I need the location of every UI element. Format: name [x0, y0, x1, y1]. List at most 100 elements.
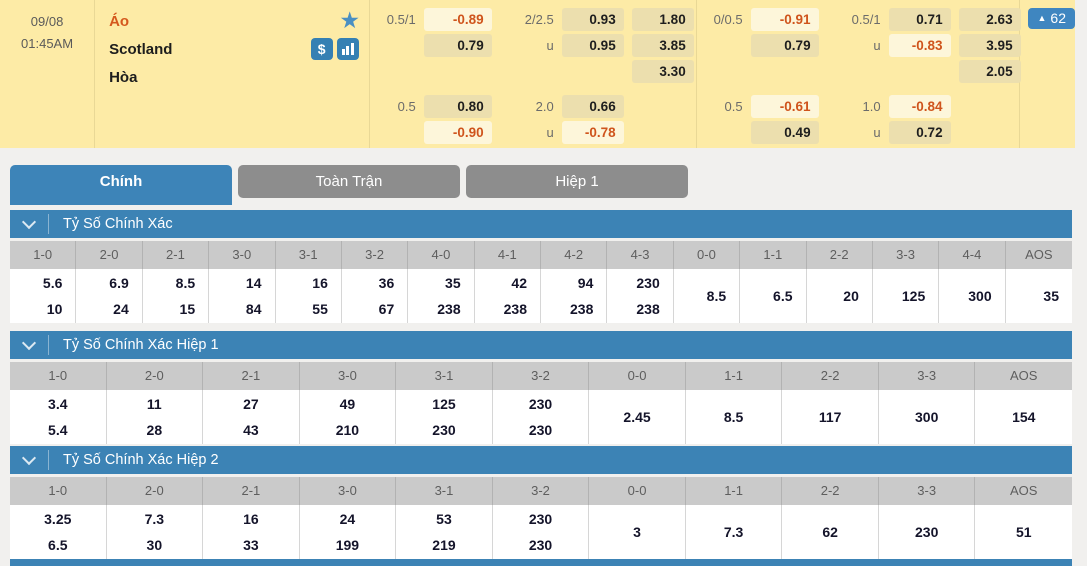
odds-value[interactable]: 125 [901, 288, 926, 304]
odds-value-away[interactable]: 24 [113, 301, 129, 317]
score-odds-cell[interactable]: 53 219 [396, 505, 493, 559]
odds-value-home[interactable]: 230 [636, 275, 660, 291]
home-win-odds[interactable]: 1.80 [631, 8, 694, 31]
score-odds-cell[interactable]: 3.4 5.4 [10, 390, 107, 444]
odds-value-home[interactable]: 8.5 [175, 275, 196, 291]
score-odds-cell[interactable]: 42 238 [474, 269, 541, 323]
score-odds-cell[interactable]: 6.5 [740, 269, 807, 323]
score-odds-cell[interactable]: 62 [782, 505, 879, 559]
odds-value-home[interactable]: 11 [146, 396, 162, 412]
section-header[interactable]: Tỷ Số Chính Xác Hiệp 1 [10, 331, 1072, 359]
score-odds-cell[interactable]: 300 [939, 269, 1006, 323]
odds-value-home[interactable]: 230 [528, 396, 553, 412]
score-odds-cell[interactable]: 117 [782, 390, 879, 444]
away-win-odds[interactable]: 3.85 [631, 34, 694, 57]
draw-odds[interactable]: 3.30 [631, 60, 694, 83]
score-odds-cell[interactable]: 24 199 [299, 505, 397, 559]
hdp-away-odds-2[interactable]: 0.49 [750, 121, 819, 144]
home-win-odds[interactable]: 2.63 [958, 8, 1021, 31]
over-odds[interactable]: 0.71 [888, 8, 951, 31]
under-odds[interactable]: 0.95 [561, 34, 624, 57]
tab-main[interactable]: Chính [10, 165, 232, 205]
hdp-home-odds-2[interactable]: 0.80 [423, 95, 492, 118]
odds-value[interactable]: 51 [1015, 524, 1032, 540]
score-odds-cell[interactable]: 300 [878, 390, 976, 444]
odds-value-away[interactable]: 15 [179, 301, 196, 317]
score-odds-cell[interactable]: 27 43 [203, 390, 300, 444]
odds-value-away[interactable]: 199 [335, 537, 360, 553]
score-odds-cell[interactable]: 125 [872, 269, 940, 323]
score-odds-cell[interactable]: 3.25 6.5 [10, 505, 107, 559]
odds-value-home[interactable]: 125 [432, 396, 456, 412]
odds-value-away[interactable]: 55 [312, 301, 328, 317]
odds-value-home[interactable]: 3.4 [48, 396, 68, 412]
score-odds-cell[interactable]: 230 238 [607, 269, 674, 323]
score-odds-cell[interactable]: 6.9 24 [76, 269, 143, 323]
over-odds-2[interactable]: 0.66 [561, 95, 624, 118]
score-odds-cell[interactable]: 154 [975, 390, 1073, 444]
hdp-home-odds[interactable]: -0.89 [423, 8, 492, 31]
odds-value-home[interactable]: 42 [511, 275, 527, 291]
draw-odds[interactable]: 2.05 [958, 60, 1021, 83]
odds-value[interactable]: 2.45 [623, 409, 651, 425]
odds-value-away[interactable]: 219 [432, 537, 456, 553]
over-odds-2[interactable]: -0.84 [888, 95, 951, 118]
odds-value[interactable]: 35 [1043, 288, 1059, 304]
tab-full-match[interactable]: Toàn Trận [238, 165, 460, 198]
odds-value[interactable]: 8.5 [706, 288, 727, 304]
odds-value-home[interactable]: 14 [245, 275, 262, 291]
tab-half-1[interactable]: Hiệp 1 [466, 165, 688, 198]
odds-value-away[interactable]: 30 [146, 537, 163, 553]
odds-value[interactable]: 62 [822, 524, 838, 540]
odds-value-home[interactable]: 49 [339, 396, 356, 412]
score-odds-cell[interactable]: 8.5 15 [142, 269, 210, 323]
hdp-home-odds[interactable]: -0.91 [750, 8, 819, 31]
score-odds-cell[interactable]: 20 [806, 269, 873, 323]
score-odds-cell[interactable]: 51 [975, 505, 1073, 559]
score-odds-cell[interactable]: 35 [1005, 269, 1072, 323]
odds-value-home[interactable]: 16 [312, 275, 328, 291]
money-icon[interactable]: $ [310, 38, 333, 60]
section-header[interactable]: Tỷ Số Chính Xác Hiệp 2 [10, 446, 1072, 474]
score-odds-cell[interactable]: 7.3 [685, 505, 783, 559]
favorite-star-icon[interactable]: ★ [340, 10, 359, 32]
odds-value-away[interactable]: 6.5 [48, 537, 68, 553]
odds-value[interactable]: 3 [633, 524, 641, 540]
score-odds-cell[interactable]: 7.3 30 [106, 505, 204, 559]
odds-value[interactable]: 154 [1012, 409, 1036, 425]
odds-value-away[interactable]: 43 [243, 422, 259, 438]
hdp-away-odds[interactable]: 0.79 [423, 34, 492, 57]
odds-value-away[interactable]: 210 [335, 422, 360, 438]
odds-value-home[interactable]: 36 [378, 275, 395, 291]
score-odds-cell[interactable]: 36 67 [341, 269, 409, 323]
under-odds-2[interactable]: 0.72 [888, 121, 951, 144]
score-odds-cell[interactable]: 125 230 [396, 390, 493, 444]
odds-value[interactable]: 300 [968, 288, 992, 304]
odds-value-away[interactable]: 67 [378, 301, 395, 317]
odds-value-away[interactable]: 238 [636, 301, 660, 317]
under-odds-2[interactable]: -0.78 [561, 121, 624, 144]
hdp-away-odds[interactable]: 0.79 [750, 34, 819, 57]
odds-value-home[interactable]: 5.6 [42, 275, 63, 291]
stats-bars-icon[interactable] [336, 38, 359, 60]
odds-value-home[interactable]: 94 [577, 275, 594, 291]
odds-value-home[interactable]: 230 [528, 511, 553, 527]
score-odds-cell[interactable]: 8.5 [673, 269, 741, 323]
odds-value[interactable]: 8.5 [723, 409, 744, 425]
score-odds-cell[interactable]: 230 230 [492, 505, 590, 559]
odds-value-away[interactable]: 33 [243, 537, 259, 553]
section-header[interactable]: Tỷ Số Chính Xác [10, 210, 1072, 238]
odds-value[interactable]: 7.3 [723, 524, 744, 540]
odds-value-home[interactable]: 53 [436, 511, 452, 527]
score-odds-cell[interactable]: 2.45 [589, 390, 686, 444]
odds-value-away[interactable]: 238 [503, 301, 527, 317]
score-odds-cell[interactable]: 49 210 [299, 390, 397, 444]
hdp-home-odds-2[interactable]: -0.61 [750, 95, 819, 118]
score-odds-cell[interactable]: 8.5 [685, 390, 783, 444]
odds-value-away[interactable]: 10 [46, 301, 63, 317]
odds-value-home[interactable]: 3.25 [44, 511, 72, 527]
odds-value-away[interactable]: 28 [146, 422, 163, 438]
odds-value-home[interactable]: 27 [243, 396, 259, 412]
score-odds-cell[interactable]: 94 238 [541, 269, 608, 323]
odds-value-away[interactable]: 238 [437, 301, 461, 317]
